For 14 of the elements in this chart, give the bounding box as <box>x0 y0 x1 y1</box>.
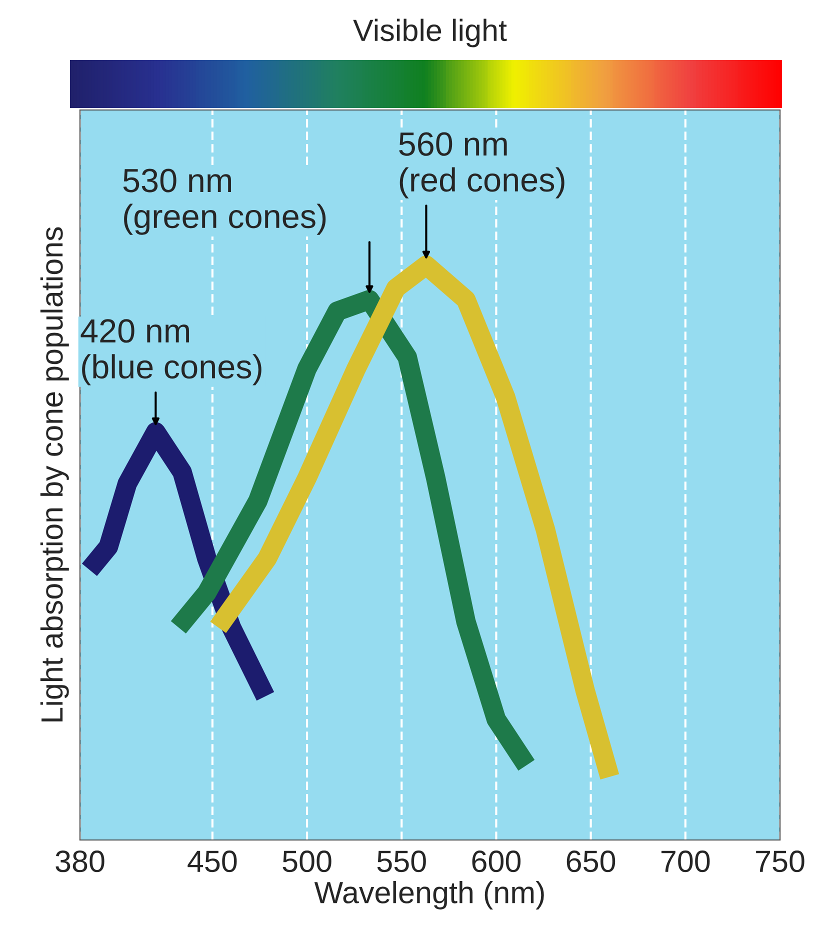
y-axis-title: Light absorption by cone populations <box>40 227 69 722</box>
x-axis-title: Wavelength (nm) <box>314 880 544 910</box>
annotation: 420 nm (blue cones) <box>80 319 262 386</box>
annotation: 560 nm (red cones) <box>399 132 564 198</box>
x-tick-label: 650 <box>566 850 616 872</box>
x-tick-label: 380 <box>56 850 104 872</box>
x-tick-label: 450 <box>188 850 237 872</box>
x-tick-label: 750 <box>756 850 804 872</box>
x-tick-label: 700 <box>661 850 710 872</box>
x-tick-label: 550 <box>377 850 426 872</box>
x-tick-label: 600 <box>472 850 521 872</box>
annotation: 530 nm (green cones) <box>123 168 326 235</box>
text: Visible light <box>353 18 507 48</box>
x-tick-label: 500 <box>282 850 332 872</box>
